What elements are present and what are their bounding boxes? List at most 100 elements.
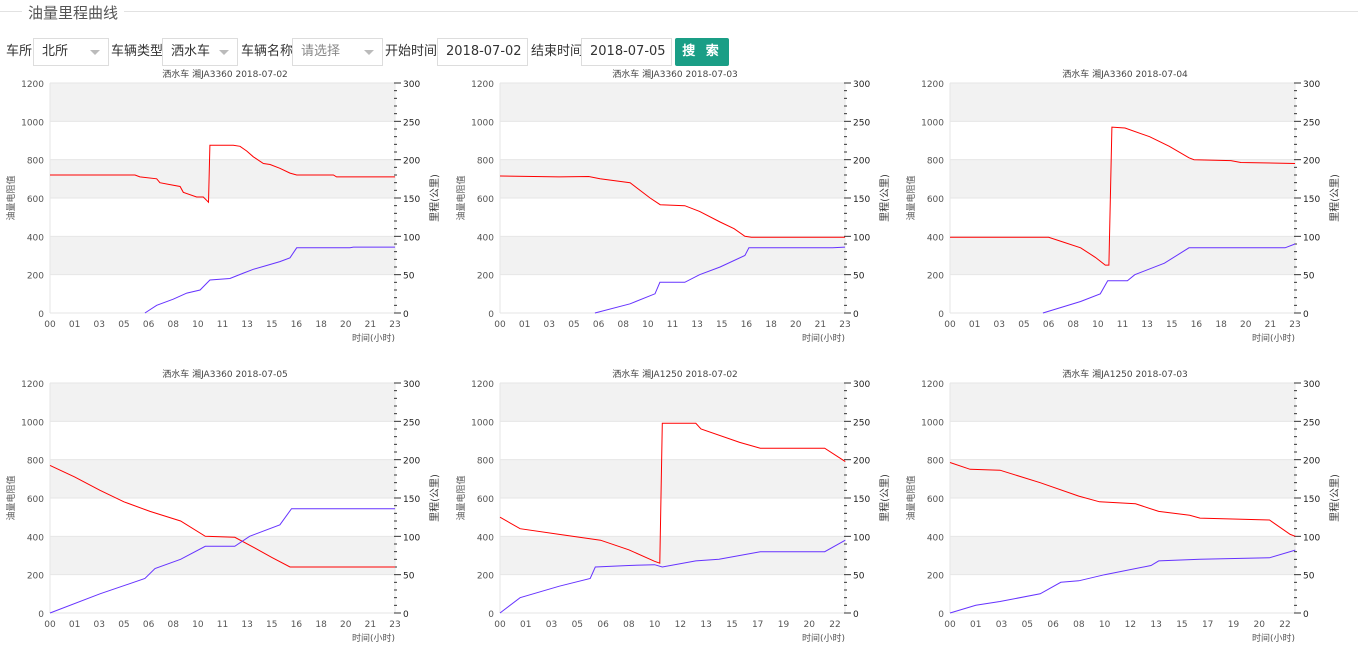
x-axis-title: 时间(小时) xyxy=(1252,332,1295,344)
x-tick-label: 03 xyxy=(94,320,105,330)
y2-tick-label: 250 xyxy=(853,118,870,128)
y2-tick-label: 200 xyxy=(853,157,870,167)
plot-band xyxy=(500,159,845,198)
x-tick-label: 01 xyxy=(520,620,531,630)
x-tick-label: 11 xyxy=(1117,320,1128,330)
search-button[interactable]: 搜 索 xyxy=(675,38,729,66)
x-tick-label: 01 xyxy=(69,620,80,630)
y2-axis-title: 里程(公里) xyxy=(879,174,891,222)
y2-tick-label: 0 xyxy=(853,610,859,620)
x-tick-label: 17 xyxy=(1202,620,1213,630)
y2-tick-label: 200 xyxy=(403,157,420,167)
y2-tick-label: 50 xyxy=(403,572,415,582)
fuel-series-line xyxy=(499,422,846,564)
y-axis-title: 油量电阻值 xyxy=(905,175,917,220)
y-tick-label: 400 xyxy=(927,533,944,543)
x-tick-label: 03 xyxy=(546,620,557,630)
y-tick-label: 1200 xyxy=(921,80,944,90)
depot-select[interactable]: 北所 xyxy=(33,38,109,66)
y-tick-label: 400 xyxy=(27,533,44,543)
plot-band xyxy=(50,83,395,122)
y-tick-label: 0 xyxy=(38,610,44,620)
y-tick-label: 200 xyxy=(27,272,44,282)
x-axis-title: 时间(小时) xyxy=(802,332,845,344)
x-tick-label: 20 xyxy=(804,620,816,630)
y-tick-label: 1000 xyxy=(21,118,44,128)
x-axis-title: 时间(小时) xyxy=(352,332,395,344)
y2-tick-label: 150 xyxy=(1303,195,1320,205)
type-select[interactable]: 洒水车 xyxy=(162,38,238,66)
y-axis-title: 油量电阻值 xyxy=(455,475,467,520)
x-tick-label: 08 xyxy=(623,620,635,630)
x-tick-label: 15 xyxy=(726,620,737,630)
x-tick-label: 16 xyxy=(291,320,303,330)
y2-tick-label: 0 xyxy=(1303,310,1309,320)
depot-label: 车所 xyxy=(6,44,33,59)
y2-tick-label: 300 xyxy=(403,80,420,90)
x-tick-label: 10 xyxy=(192,320,204,330)
y2-tick-label: 100 xyxy=(1303,233,1320,243)
page-title: 油量里程曲线 xyxy=(22,2,125,23)
plot-band xyxy=(500,459,845,498)
x-tick-label: 23 xyxy=(389,620,400,630)
x-tick-label: 05 xyxy=(118,620,129,630)
y2-tick-label: 300 xyxy=(403,380,420,390)
y-tick-label: 800 xyxy=(477,457,494,467)
y-tick-label: 1000 xyxy=(921,118,944,128)
x-tick-label: 10 xyxy=(192,620,204,630)
y2-tick-label: 50 xyxy=(1303,572,1315,582)
x-tick-label: 22 xyxy=(1279,620,1290,630)
y2-tick-label: 150 xyxy=(403,495,420,505)
x-tick-label: 08 xyxy=(1073,620,1085,630)
type-value: 洒水车 xyxy=(171,44,211,59)
x-tick-label: 23 xyxy=(1289,320,1300,330)
y-axis-title: 油量电阻值 xyxy=(5,475,17,520)
header-divider xyxy=(0,11,1358,12)
y-tick-label: 800 xyxy=(27,157,44,167)
x-tick-label: 03 xyxy=(94,620,105,630)
x-tick-label: 00 xyxy=(944,620,956,630)
y-tick-label: 600 xyxy=(477,195,494,205)
chart-5: 0 200 400 600 800 1000 1200 0 50 100 150 200 250 300 0… xyxy=(450,365,900,665)
plot-band xyxy=(950,159,1295,198)
end-label: 结束时间 xyxy=(531,44,584,59)
x-tick-label: 16 xyxy=(291,620,303,630)
y2-tick-label: 50 xyxy=(403,272,415,282)
y2-tick-label: 200 xyxy=(403,457,420,467)
y2-tick-label: 100 xyxy=(403,533,420,543)
end-date-input[interactable]: 2018-07-05 xyxy=(581,38,672,66)
y2-tick-label: 300 xyxy=(1303,380,1320,390)
y-tick-label: 0 xyxy=(938,610,944,620)
x-tick-label: 00 xyxy=(44,320,56,330)
y-tick-label: 800 xyxy=(927,157,944,167)
fuel-series-line xyxy=(50,144,395,204)
x-tick-label: 13 xyxy=(700,620,711,630)
y-tick-label: 600 xyxy=(927,495,944,505)
x-tick-label: 16 xyxy=(1191,320,1203,330)
y-tick-label: 1200 xyxy=(471,380,494,390)
y-tick-label: 200 xyxy=(477,272,494,282)
y-tick-label: 400 xyxy=(477,233,494,243)
y2-axis-title: 里程(公里) xyxy=(1329,474,1341,522)
fuel-series-line xyxy=(950,126,1296,266)
name-select[interactable]: 请选择 xyxy=(292,38,383,66)
plot-band xyxy=(50,383,395,422)
y-tick-label: 1200 xyxy=(21,380,44,390)
y-tick-label: 800 xyxy=(477,157,494,167)
chart-title: 洒水车 湘JA3360 2018-07-02 xyxy=(162,68,288,80)
chart-svg: 0200400600800100012000501001502002503000… xyxy=(455,368,891,644)
name-placeholder: 请选择 xyxy=(301,44,341,59)
y-axis-title: 油量电阻值 xyxy=(455,175,467,220)
start-date-input[interactable]: 2018-07-02 xyxy=(437,38,528,66)
y-tick-label: 1000 xyxy=(471,418,494,428)
x-tick-label: 00 xyxy=(494,620,506,630)
chart-title: 洒水车 湘JA1250 2018-07-02 xyxy=(612,368,738,380)
x-tick-label: 10 xyxy=(1092,320,1104,330)
chart-4: 0 200 400 600 800 1000 1200 0 50 100 150 200 250 300 0… xyxy=(0,365,450,665)
x-tick-label: 21 xyxy=(365,620,376,630)
plot-band xyxy=(950,459,1295,498)
x-tick-label: 18 xyxy=(765,320,777,330)
x-tick-label: 13 xyxy=(1150,620,1161,630)
chart-6: 0 200 400 600 800 1000 1200 0 50 100 150 200 250 300 0… xyxy=(900,365,1350,665)
y2-axis-title: 里程(公里) xyxy=(1329,174,1341,222)
